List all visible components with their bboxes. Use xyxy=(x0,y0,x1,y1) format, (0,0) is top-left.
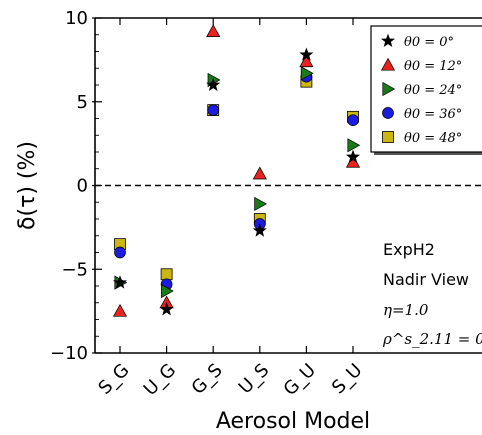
data-point-series4-G_S xyxy=(207,104,220,116)
x-tick-label: S_U xyxy=(328,360,367,399)
data-point-series3-G_U xyxy=(300,66,314,81)
y-tick-label: 10 xyxy=(65,8,88,29)
data-point-series1-G_U xyxy=(299,47,314,61)
annotation-experiment: ExpH2 xyxy=(383,240,435,259)
data-point-series5-U_G xyxy=(160,268,173,281)
data-point-series3-U_G xyxy=(161,283,174,299)
data-point-series2-S_G xyxy=(112,303,128,317)
y-tick-label: 5 xyxy=(77,92,88,113)
data-point-series1-S_G xyxy=(112,275,128,289)
x-tick-label: U_G xyxy=(140,360,180,400)
legend-marker-4 xyxy=(382,107,394,119)
legend-label-5: θ0 = 48° xyxy=(404,131,462,146)
y-tick-label: −5 xyxy=(61,259,88,280)
x-tick-label: G_U xyxy=(280,360,320,400)
y-tick-label: 0 xyxy=(77,176,88,197)
legend-label-2: θ0 = 12° xyxy=(404,59,462,74)
legend-marker-3 xyxy=(382,81,396,97)
data-point-series2-G_U xyxy=(299,54,314,68)
x-tick-label: G_S xyxy=(188,360,227,399)
legend-label-3: θ0 = 24° xyxy=(404,83,462,98)
legend-marker-1 xyxy=(380,33,396,48)
data-point-series1-G_S xyxy=(206,77,221,92)
x-tick-label: S_G xyxy=(94,360,133,399)
y-tick-label: −10 xyxy=(50,343,88,364)
data-point-series2-U_S xyxy=(252,166,267,180)
annotation-eta: η=1.0 xyxy=(383,301,429,319)
y-axis-title: δ(τ) (%) xyxy=(15,141,40,230)
annotation-rho: ρ^s_2.11 = 0.15 xyxy=(382,330,482,348)
data-point-series1-U_G xyxy=(159,302,174,316)
legend-marker-5 xyxy=(382,131,394,143)
data-point-series2-G_S xyxy=(206,24,221,37)
legend-label-1: θ0 = 0° xyxy=(404,35,454,50)
data-point-series1-S_U xyxy=(345,149,361,164)
legend-marker-2 xyxy=(380,57,396,71)
x-tick-label: U_S xyxy=(235,360,274,399)
data-point-series3-S_U xyxy=(347,138,361,153)
legend-label-4: θ0 = 36° xyxy=(404,107,462,122)
data-point-series3-U_S xyxy=(254,196,268,212)
annotation-view: Nadir View xyxy=(383,270,469,289)
data-point-series1-U_S xyxy=(252,223,267,237)
data-point-series4-S_U xyxy=(347,114,359,127)
data-point-series4-S_G xyxy=(114,246,126,259)
x-axis-title: Aerosol Model xyxy=(216,409,370,434)
